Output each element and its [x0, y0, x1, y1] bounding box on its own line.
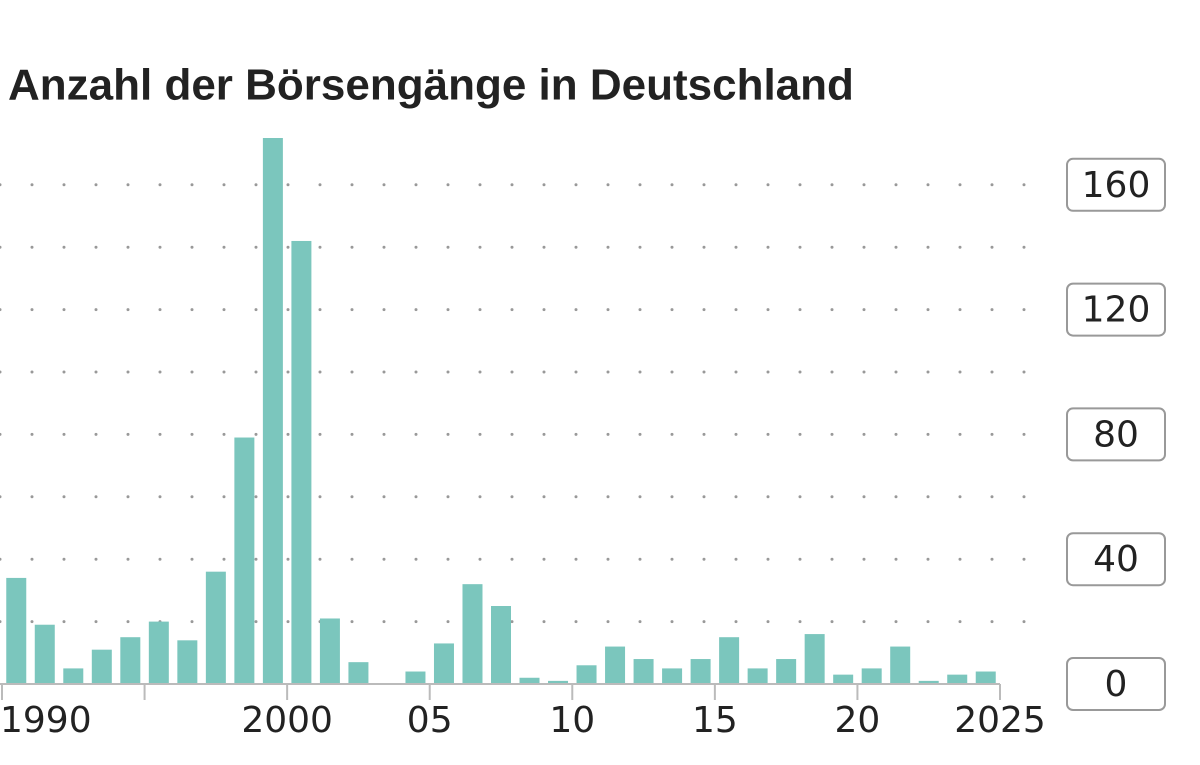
y-tick-box: [1066, 282, 1166, 337]
y-tick-label: 120: [1082, 290, 1151, 331]
bar: [833, 674, 854, 684]
bar: [433, 643, 454, 684]
y-tick-label: 160: [1082, 165, 1151, 206]
bar: [633, 659, 654, 684]
bar: [291, 240, 312, 684]
bar: [804, 634, 825, 684]
y-tick-box: [1066, 407, 1166, 462]
x-tick-label: 15: [692, 700, 738, 741]
bar: [890, 646, 911, 684]
bar: [177, 640, 198, 684]
x-tick-label: 05: [407, 700, 453, 741]
bar: [747, 668, 768, 684]
bar: [861, 668, 882, 684]
bar: [719, 637, 740, 684]
bar: [947, 674, 968, 684]
x-tick-label: 20: [835, 700, 881, 741]
bar: [319, 618, 340, 684]
x-tick-label: 1990: [0, 700, 92, 741]
bar: [148, 621, 169, 684]
bar: [548, 680, 569, 684]
bar: [63, 668, 84, 684]
x-tick-label: 2025: [954, 700, 1046, 741]
y-tick-box: [1066, 532, 1166, 587]
bar: [690, 659, 711, 684]
y-tick-box: [1066, 157, 1166, 212]
y-tick-label: 80: [1093, 414, 1139, 455]
bar: [975, 671, 996, 684]
x-tick-label: 2000: [241, 700, 333, 741]
bar: [662, 668, 683, 684]
chart-title: Anzahl der Börsengänge in Deutschland: [8, 61, 854, 110]
x-tick-label: 10: [549, 700, 595, 741]
bar: [576, 665, 597, 684]
bar: [348, 662, 369, 684]
bar: [462, 584, 483, 684]
bar: [605, 646, 626, 684]
y-tick-label: 40: [1093, 539, 1139, 580]
bar: [918, 680, 939, 684]
y-tick-box: [1066, 657, 1166, 711]
bar: [405, 671, 426, 684]
bar: [205, 571, 226, 684]
y-tick-label: 0: [1105, 664, 1128, 705]
bar: [91, 649, 112, 684]
bar: [120, 637, 141, 684]
bar: [776, 659, 797, 684]
bar: [491, 606, 511, 684]
bar: [34, 624, 55, 684]
bar: [6, 577, 27, 684]
bar: [262, 138, 283, 684]
bar: [234, 437, 255, 684]
bar: [519, 677, 540, 684]
